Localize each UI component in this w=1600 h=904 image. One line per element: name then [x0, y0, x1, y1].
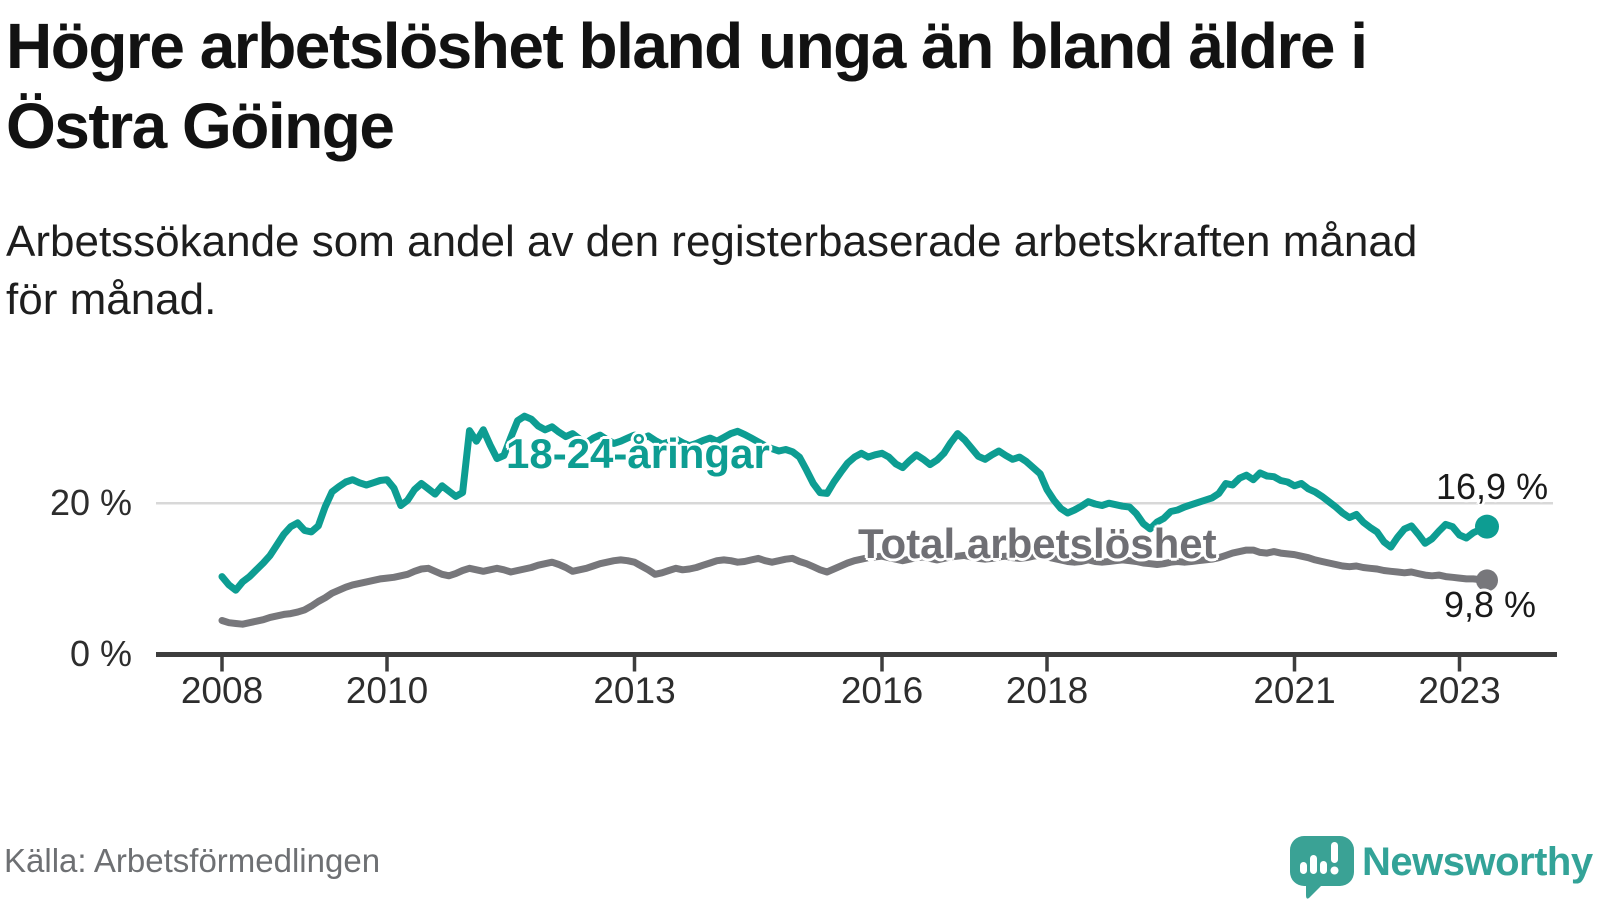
newsworthy-chart-bubble-icon — [1290, 836, 1354, 899]
series-label-total: Total arbetslöshet — [858, 520, 1217, 567]
page-title-line-1: Högre arbetslöshet bland unga än bland ä… — [6, 10, 1368, 82]
page-title: Högre arbetslöshet bland unga än bland ä… — [6, 6, 1586, 166]
line-youth — [218, 412, 1491, 594]
newsworthy-logo — [1288, 835, 1358, 899]
y-axis-label-20: 20 % — [49, 482, 132, 523]
line-total — [218, 546, 1491, 628]
source-note: Källa: Arbetsförmedlingen — [4, 842, 381, 879]
x-axis-label-2016: 2016 — [840, 670, 924, 711]
newsworthy-wordmark: Newsworthy — [1362, 840, 1593, 884]
x-axis-label-2013: 2013 — [593, 670, 676, 711]
x-axis-label-2018: 2018 — [1005, 670, 1089, 711]
y-axis-label-0: 0 % — [69, 633, 132, 674]
x-axis-label-2010: 2010 — [345, 670, 429, 711]
page-title-line-2: Östra Göinge — [6, 90, 395, 162]
x-axis-label-2008: 2008 — [180, 670, 264, 711]
series-label-youth: 18-24-åringar — [506, 430, 770, 477]
end-value-label-youth: 16,9 % — [1436, 466, 1549, 507]
end-value-label-total: 9,8 % — [1444, 584, 1537, 625]
end-dot-youth — [1475, 514, 1499, 539]
end-dot-total — [1476, 569, 1498, 592]
x-axis-label-2021: 2021 — [1253, 670, 1336, 711]
x-axis-label-2023: 2023 — [1418, 670, 1501, 711]
chart-subtitle-line-1: Arbetssökande som andel av den registerb… — [6, 217, 1418, 266]
chart-subtitle-line-2: för månad. — [6, 275, 217, 324]
chart-subtitle: Arbetssökande som andel av den registerb… — [6, 213, 1586, 329]
